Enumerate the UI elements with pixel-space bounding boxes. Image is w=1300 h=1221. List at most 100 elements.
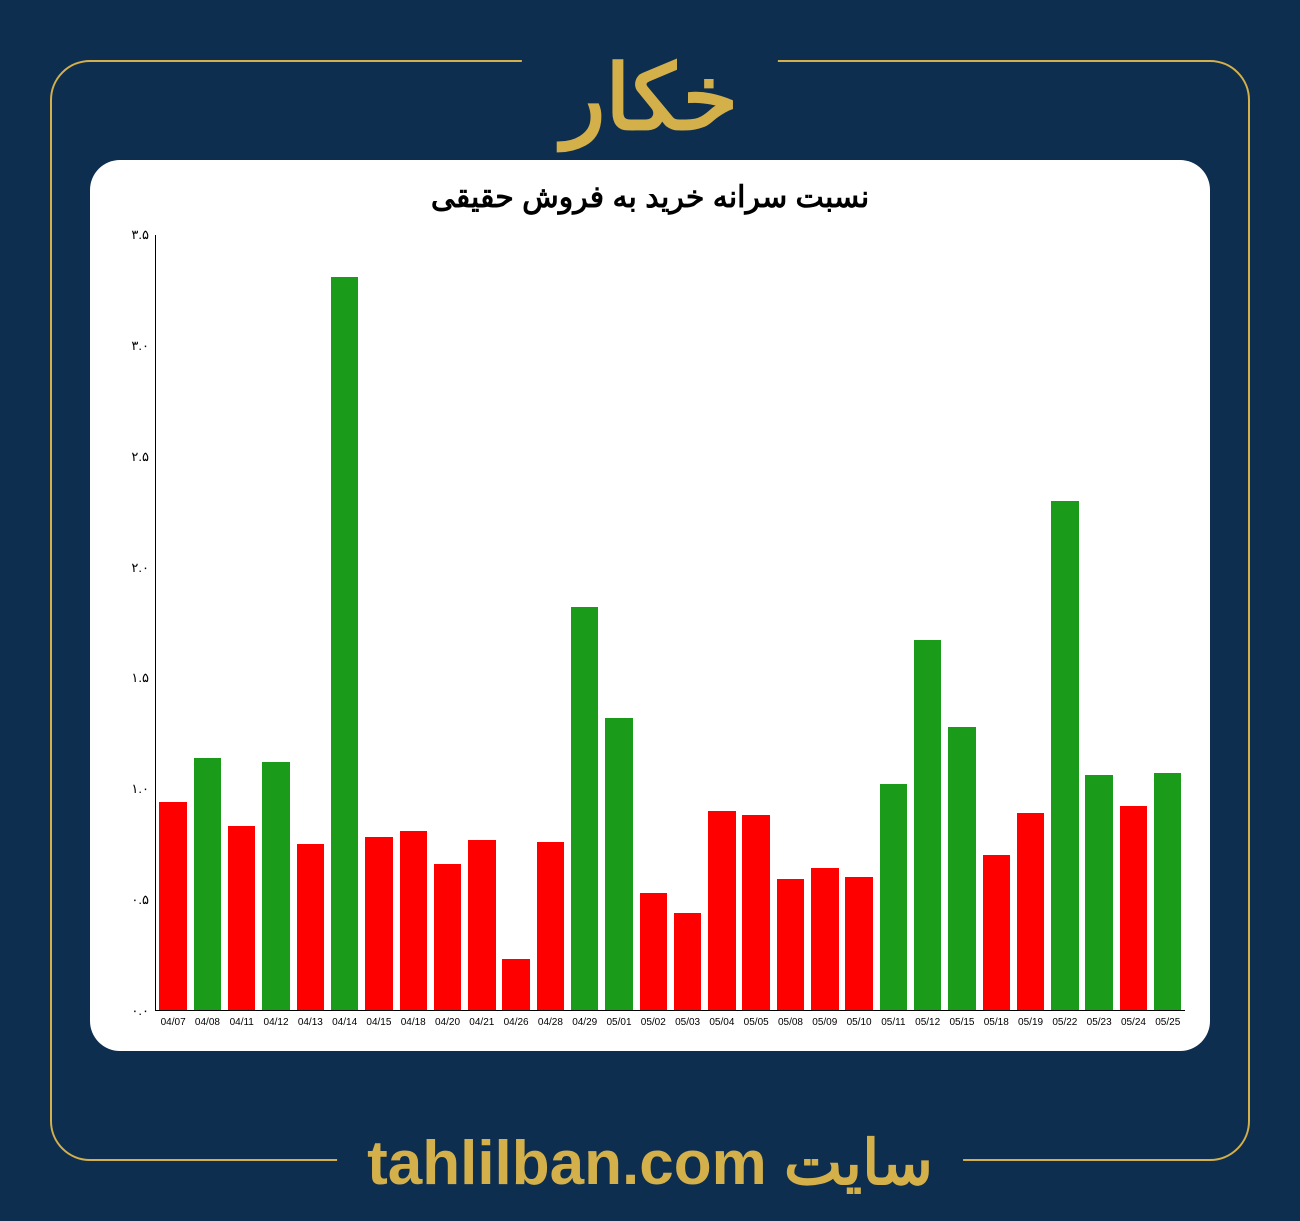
bar-slot: 04/29 [568,235,602,1010]
bars-container: 04/0704/0804/1104/1204/1304/1404/1504/18… [156,235,1185,1010]
ytick-label: ۳.۵ [110,227,155,243]
xtick-label: 04/07 [161,1017,186,1028]
bar [674,913,701,1010]
chart-title: نسبت سرانه خرید به فروش حقیقی [110,180,1190,215]
ytick-label: ۲.۰ [110,560,155,576]
bar-slot: 05/02 [636,235,670,1010]
bar [640,893,667,1010]
xtick-label: 05/02 [641,1017,666,1028]
xtick-label: 04/26 [504,1017,529,1028]
bar [194,758,221,1010]
bar [983,855,1010,1010]
xtick-label: 05/24 [1121,1017,1146,1028]
bar [502,959,529,1010]
bar-slot: 05/05 [739,235,773,1010]
bar-slot: 04/28 [533,235,567,1010]
footer-text: سایت tahlilban.com [337,1126,963,1199]
bar [159,802,186,1010]
xtick-label: 04/21 [469,1017,494,1028]
xtick-label: 05/19 [1018,1017,1043,1028]
ytick-label: ۲.۵ [110,449,155,465]
bar-slot: 04/21 [465,235,499,1010]
xtick-label: 04/11 [230,1017,254,1028]
bar [948,727,975,1010]
xtick-label: 05/03 [675,1017,700,1028]
xtick-label: 05/18 [984,1017,1009,1028]
xtick-label: 04/08 [195,1017,220,1028]
bar-slot: 05/23 [1082,235,1116,1010]
bar [605,718,632,1010]
xtick-label: 05/09 [812,1017,837,1028]
bar [708,811,735,1010]
chart-card: نسبت سرانه خرید به فروش حقیقی ۰.۰ ۰.۵ ۱.۰ ۱… [90,160,1210,1051]
ytick-label: ۳.۰ [110,338,155,354]
bar-slot: 05/03 [670,235,704,1010]
bar-slot: 05/25 [1151,235,1185,1010]
xtick-label: 05/05 [744,1017,769,1028]
xtick-label: 05/22 [1052,1017,1077,1028]
plot-area: 04/0704/0804/1104/1204/1304/1404/1504/18… [155,235,1185,1011]
bar [811,868,838,1010]
bar-slot: 05/09 [808,235,842,1010]
xtick-label: 05/10 [847,1017,872,1028]
bar-slot: 04/07 [156,235,190,1010]
bar-slot: 04/18 [396,235,430,1010]
xtick-label: 04/18 [401,1017,426,1028]
xtick-label: 05/04 [709,1017,734,1028]
bar-slot: 05/15 [945,235,979,1010]
xtick-label: 04/15 [366,1017,391,1028]
xtick-label: 04/20 [435,1017,460,1028]
xtick-label: 04/28 [538,1017,563,1028]
ytick-label: ۰.۵ [110,892,155,908]
xtick-label: 05/08 [778,1017,803,1028]
ytick-label: ۱.۰ [110,781,155,797]
bar-slot: 05/08 [773,235,807,1010]
bar-slot: 04/12 [259,235,293,1010]
bar [1120,806,1147,1010]
bar [1085,775,1112,1010]
xtick-label: 04/12 [264,1017,289,1028]
xtick-label: 04/14 [332,1017,357,1028]
bar [914,640,941,1010]
bar-slot: 05/10 [842,235,876,1010]
xtick-label: 05/12 [915,1017,940,1028]
bar-slot: 05/04 [705,235,739,1010]
bar [742,815,769,1010]
bar [228,826,255,1010]
bar [331,277,358,1010]
xtick-label: 05/11 [881,1017,905,1028]
xtick-label: 04/13 [298,1017,323,1028]
bar [434,864,461,1010]
xtick-label: 05/25 [1155,1017,1180,1028]
bar-slot: 04/11 [225,235,259,1010]
bar [845,877,872,1010]
bar [400,831,427,1010]
bar-slot: 05/22 [1048,235,1082,1010]
bar [1017,813,1044,1010]
bar [1051,501,1078,1010]
bar-slot: 05/01 [602,235,636,1010]
bar [1154,773,1181,1010]
header-title: خکار [522,54,778,144]
xtick-label: 05/01 [606,1017,631,1028]
bar-slot: 04/13 [293,235,327,1010]
xtick-label: 04/29 [572,1017,597,1028]
bar-slot: 04/15 [362,235,396,1010]
ytick-label: ۱.۵ [110,670,155,686]
bar-slot: 04/26 [499,235,533,1010]
bar-slot: 05/18 [979,235,1013,1010]
bar [880,784,907,1010]
bar [468,840,495,1011]
ytick-label: ۰.۰ [110,1003,155,1019]
bar [777,879,804,1010]
bar [262,762,289,1010]
bar-slot: 05/24 [1116,235,1150,1010]
plot-wrap: ۰.۰۰.۵۱.۰۱.۵۲.۰۲.۵۳.۰۳.۵ 04/0704/0804/11… [110,225,1190,1036]
xtick-label: 05/23 [1087,1017,1112,1028]
bar [537,842,564,1010]
bar [297,844,324,1010]
bar-slot: 05/12 [911,235,945,1010]
bar-slot: 04/14 [327,235,361,1010]
bar-slot: 04/20 [430,235,464,1010]
xtick-label: 05/15 [949,1017,974,1028]
